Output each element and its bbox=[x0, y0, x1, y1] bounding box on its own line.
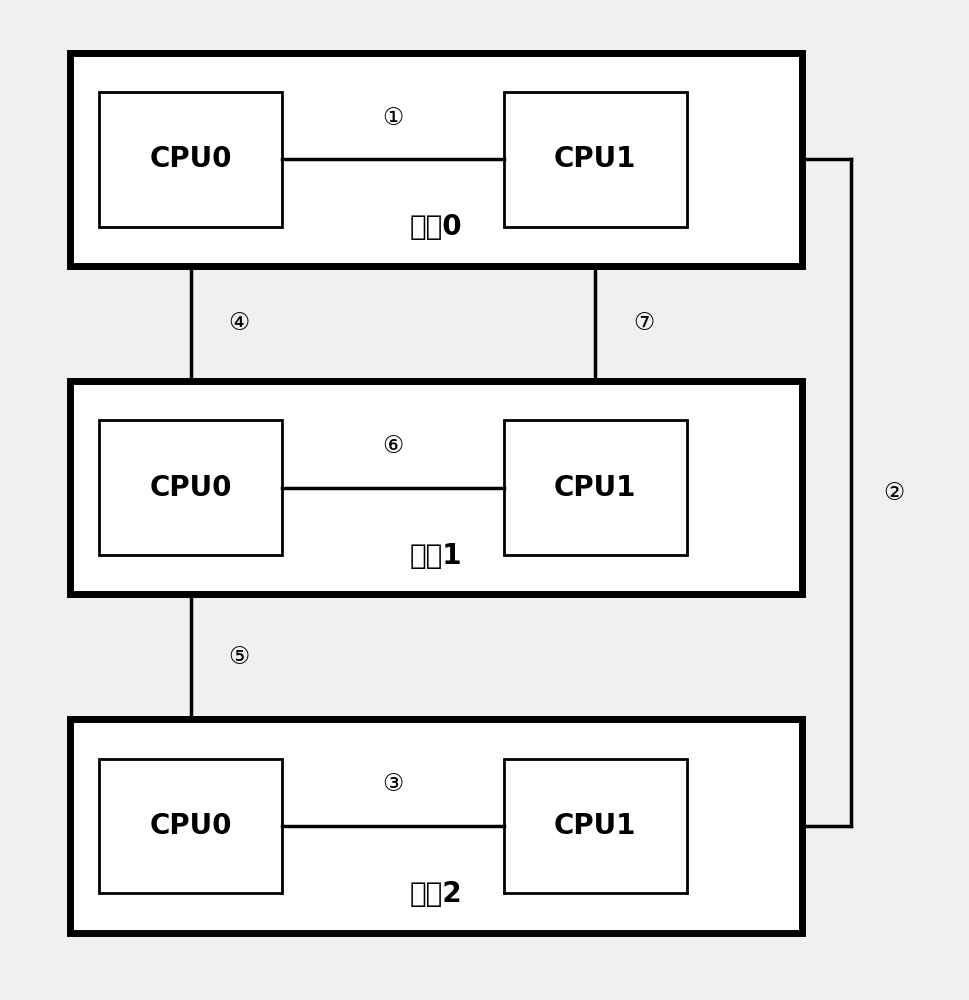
Text: 节点0: 节点0 bbox=[410, 213, 462, 241]
Text: CPU0: CPU0 bbox=[149, 812, 232, 840]
Bar bbox=[99, 420, 282, 555]
Bar bbox=[70, 719, 802, 933]
Text: ②: ② bbox=[884, 481, 904, 505]
Text: CPU1: CPU1 bbox=[554, 145, 637, 173]
Text: ⑤: ⑤ bbox=[229, 645, 249, 669]
Text: ⑥: ⑥ bbox=[383, 434, 403, 458]
Text: ④: ④ bbox=[229, 311, 249, 335]
Text: ③: ③ bbox=[383, 772, 403, 796]
Text: CPU1: CPU1 bbox=[554, 812, 637, 840]
Bar bbox=[504, 92, 687, 227]
Text: CPU0: CPU0 bbox=[149, 474, 232, 502]
Bar bbox=[504, 759, 687, 893]
Text: ①: ① bbox=[383, 106, 403, 130]
Bar bbox=[99, 92, 282, 227]
Bar bbox=[99, 759, 282, 893]
Text: 节点1: 节点1 bbox=[410, 542, 462, 570]
Text: ⑦: ⑦ bbox=[633, 311, 654, 335]
Bar bbox=[70, 52, 802, 266]
Bar bbox=[70, 381, 802, 594]
Text: CPU1: CPU1 bbox=[554, 474, 637, 502]
Text: CPU0: CPU0 bbox=[149, 145, 232, 173]
Text: 节点2: 节点2 bbox=[410, 880, 462, 908]
Bar bbox=[504, 420, 687, 555]
